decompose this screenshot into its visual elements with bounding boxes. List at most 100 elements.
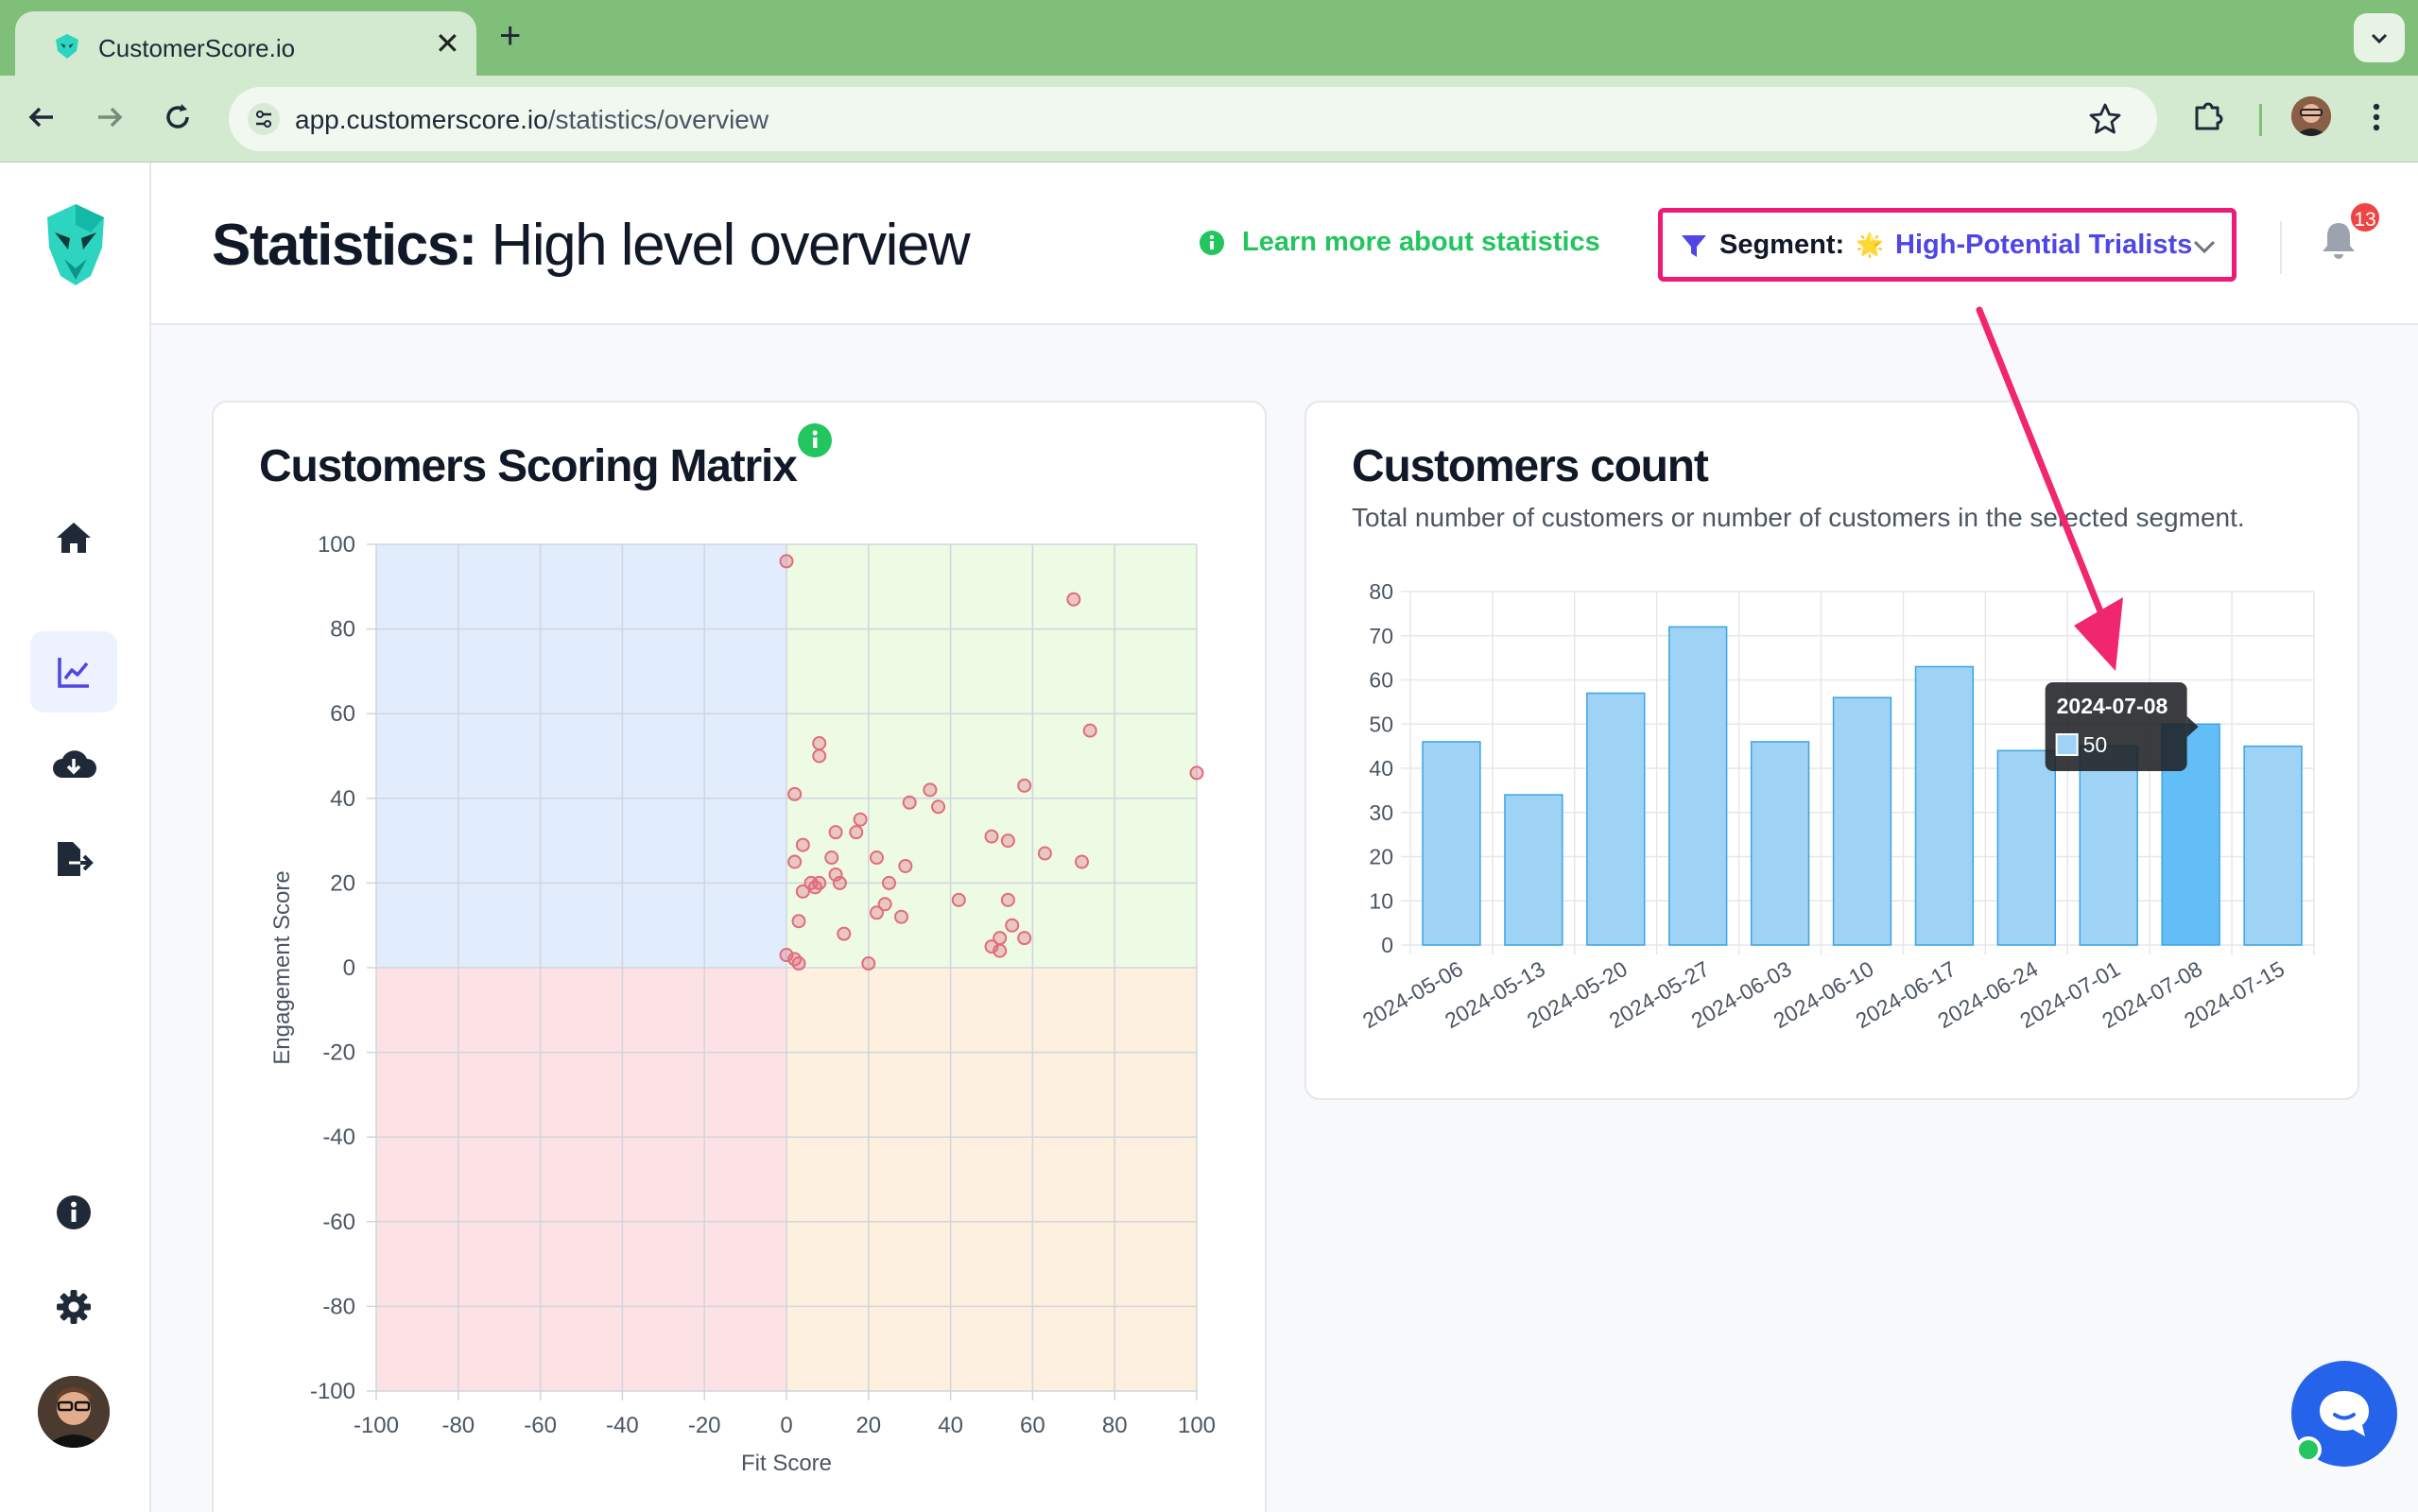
customers-count-title: Customers count <box>1352 441 1709 491</box>
y-tick-label: -100 <box>310 1379 355 1404</box>
page-title: Statistics: High level overview <box>212 212 971 279</box>
user-avatar[interactable] <box>38 1376 110 1448</box>
info-icon <box>57 1195 91 1229</box>
bookmark-star-icon[interactable] <box>2087 101 2123 137</box>
page-header: Statistics: High level overview Learn mo… <box>151 163 2418 325</box>
sidebar-item-import[interactable] <box>30 724 117 805</box>
notification-badge: 13 <box>2348 200 2382 234</box>
scoring-matrix-chart: -100 -80 -60 -40 -20 0 20 40 60 80 100 100 80 60 40 20 0… <box>269 532 1216 1476</box>
browser-menu-icon[interactable] <box>2367 98 2386 136</box>
chevron-down-icon <box>2193 240 2216 254</box>
bar <box>2243 745 2303 946</box>
scatter-point <box>779 554 794 569</box>
x-tick-label: -80 <box>441 1413 475 1438</box>
sidebar-item-statistics[interactable] <box>30 631 117 713</box>
tab-search-button[interactable] <box>2354 13 2405 62</box>
cloud-download-icon <box>53 750 96 778</box>
scatter-point <box>869 850 884 866</box>
browser-profile-avatar[interactable] <box>2291 96 2331 136</box>
page-title-text: High level overview <box>475 213 971 278</box>
customers-count-chart: 807060504030201002024-05-062024-05-13202… <box>1358 579 2315 1033</box>
y-tick-label: 20 <box>330 870 355 896</box>
scatter-point <box>1000 833 1015 849</box>
scatter-point <box>993 943 1008 958</box>
segment-label: Segment: <box>1719 230 1845 260</box>
segment-selector[interactable]: Segment: 🌟 High-Potential Trialists <box>1658 208 2237 282</box>
scatter-point <box>869 905 884 920</box>
x-tick-label: -60 <box>524 1413 557 1438</box>
reload-icon[interactable] <box>159 98 197 136</box>
browser-tab[interactable]: CustomerScore.io ✕ <box>15 11 476 76</box>
scatter-point <box>832 875 847 890</box>
scatter-point <box>812 736 827 751</box>
x-tick-label: 100 <box>1178 1413 1216 1438</box>
extensions-puzzle-icon[interactable] <box>2189 98 2227 136</box>
sidebar-item-export[interactable] <box>30 818 117 900</box>
gear-icon <box>57 1290 91 1324</box>
bar <box>1832 696 1892 946</box>
scatter-point <box>853 812 868 827</box>
chat-bubble-icon <box>2320 1391 2369 1436</box>
quadrant-bottom-left <box>376 968 786 1391</box>
sidebar-item-home[interactable] <box>30 497 117 578</box>
sidebar-item-info[interactable] <box>30 1172 117 1253</box>
bar <box>2079 745 2138 946</box>
y-tick-label: 50 <box>1369 712 1393 736</box>
address-bar[interactable]: app.customerscore.io/statistics/overview <box>229 87 2157 151</box>
chevron-down-icon <box>2371 33 2388 44</box>
tab-close-icon[interactable]: ✕ <box>435 26 460 60</box>
sidebar-item-settings[interactable] <box>30 1266 117 1348</box>
scatter-point <box>1017 931 1032 946</box>
x-tick-label: -20 <box>688 1413 721 1438</box>
bar <box>1586 692 1646 946</box>
scatter-point <box>1066 592 1081 607</box>
y-tick-label: 40 <box>330 786 355 812</box>
info-icon[interactable] <box>798 423 832 457</box>
scoring-matrix-card: Customers Scoring Matrix -100 -80 -60 -40 -2… <box>212 401 1267 1512</box>
url-path: /statistics/overview <box>547 105 769 134</box>
y-tick-label: 40 <box>1369 756 1393 781</box>
scatter-point <box>787 786 803 801</box>
quadrant-top-right <box>786 544 1197 968</box>
new-tab-icon[interactable]: + <box>499 15 522 57</box>
y-tick-label: -80 <box>322 1294 355 1319</box>
tooltip-swatch <box>2055 733 2079 756</box>
segment-selector-content: Segment: 🌟 High-Potential Trialists <box>1680 230 2192 261</box>
scatter-point <box>984 829 999 844</box>
scatter-point <box>861 956 876 971</box>
back-arrow-icon[interactable] <box>23 98 60 136</box>
learn-more-link[interactable]: Learn more about statistics <box>1199 227 1600 258</box>
y-axis-label: Engagement Score <box>269 870 295 1064</box>
scatter-point <box>902 795 917 810</box>
forward-arrow-icon[interactable] <box>91 98 129 136</box>
filter-funnel-icon <box>1682 234 1706 257</box>
y-tick-label: 30 <box>1369 800 1393 825</box>
online-status-dot <box>2295 1436 2322 1463</box>
scatter-point <box>1037 846 1052 861</box>
scatter-point <box>791 914 806 929</box>
bell-icon[interactable] <box>2320 219 2358 261</box>
browser-toolbar: app.customerscore.io/statistics/overview <box>0 76 2418 163</box>
y-tick-label: 10 <box>1369 888 1393 913</box>
info-icon <box>1200 230 1224 255</box>
y-tick-label: 100 <box>318 532 355 558</box>
bar <box>1914 665 1975 946</box>
home-icon <box>57 523 91 553</box>
scatter-point <box>951 892 966 907</box>
x-axis-label: Fit Score <box>741 1451 832 1476</box>
y-tick-label: 60 <box>1369 668 1393 693</box>
scatter-point <box>837 926 852 941</box>
scatter-point <box>1074 854 1089 869</box>
scatter-point <box>824 850 839 866</box>
scatter-point <box>807 880 822 895</box>
customers-count-subtitle: Total number of customers or number of c… <box>1352 503 2245 532</box>
x-tick-label: 20 <box>855 1413 881 1438</box>
scatter-point <box>849 825 864 840</box>
bar <box>1750 741 1810 946</box>
site-settings-icon[interactable] <box>248 103 280 135</box>
tab-title: CustomerScore.io <box>98 34 296 62</box>
x-tick-label: -100 <box>354 1413 399 1438</box>
scatter-point <box>1005 918 1020 933</box>
customerscore-logo[interactable] <box>42 200 110 287</box>
y-tick-label: 80 <box>330 617 355 643</box>
